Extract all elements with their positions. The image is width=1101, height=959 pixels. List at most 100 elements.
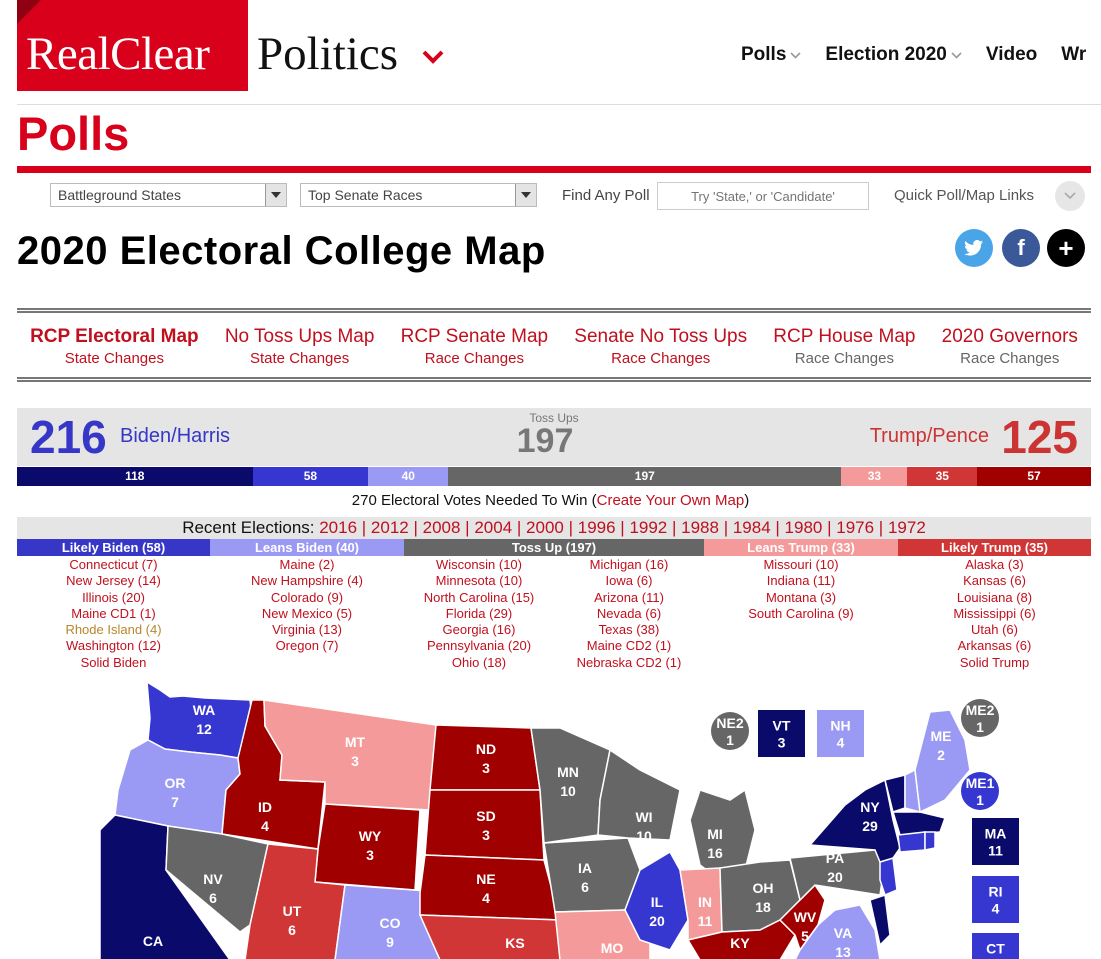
state-wa[interactable] bbox=[146, 680, 253, 759]
state-list-item[interactable]: Connecticut (7) bbox=[69, 557, 158, 572]
chevron-down-icon[interactable] bbox=[422, 48, 444, 66]
election-year-link[interactable]: 1976 bbox=[836, 518, 875, 537]
nav-polls[interactable]: Polls bbox=[741, 44, 801, 66]
subnav-rcp-electoral-map[interactable]: RCP Electoral Map State Changes bbox=[30, 326, 199, 367]
state-list-item[interactable]: Georgia (16) bbox=[442, 622, 516, 638]
state-ia[interactable] bbox=[543, 837, 641, 913]
election-year-link[interactable]: 1984 bbox=[732, 518, 771, 537]
state-list-item[interactable]: Missouri (10) bbox=[763, 557, 839, 572]
state-list-item[interactable]: Pennsylvania (20) bbox=[426, 638, 532, 654]
logo-text-right[interactable]: Politics bbox=[257, 28, 399, 80]
state-list-item[interactable]: Maine CD1 (1) bbox=[71, 605, 156, 621]
district-box-ne2[interactable] bbox=[711, 712, 749, 750]
more-share-button[interactable]: + bbox=[1047, 229, 1085, 267]
election-year-link[interactable]: 1988 bbox=[681, 518, 719, 537]
district-box-ri[interactable] bbox=[972, 876, 1019, 923]
state-list-item[interactable]: Texas (38) bbox=[598, 622, 660, 638]
election-year-link[interactable]: 2008 bbox=[422, 518, 461, 537]
state-list-item[interactable]: South Carolina (9) bbox=[748, 605, 854, 621]
subnav-sub[interactable]: Race Changes bbox=[424, 350, 524, 367]
election-year-link[interactable]: 2016 bbox=[319, 518, 358, 537]
state-ne[interactable] bbox=[419, 854, 561, 921]
state-list-item[interactable]: Wisconsin (10) bbox=[436, 557, 522, 572]
election-year-link[interactable]: 1996 bbox=[577, 518, 616, 537]
state-list-item[interactable]: New Jersey (14) bbox=[66, 573, 161, 589]
subnav-no-toss-ups-map[interactable]: No Toss Ups Map State Changes bbox=[225, 326, 375, 367]
subnav-sub[interactable]: Race Changes bbox=[611, 350, 711, 367]
state-ks[interactable] bbox=[418, 914, 566, 959]
twitter-share-button[interactable] bbox=[955, 229, 993, 267]
election-year-link[interactable]: 2000 bbox=[526, 518, 564, 537]
quick-links-toggle[interactable] bbox=[1055, 181, 1085, 211]
subnav-sub[interactable]: State Changes bbox=[250, 350, 350, 367]
nav-video[interactable]: Video bbox=[986, 44, 1037, 66]
state-list-item[interactable]: Arizona (11) bbox=[594, 589, 664, 605]
state-list-item[interactable]: Montana (3) bbox=[765, 589, 837, 605]
state-list-item[interactable]: Washington (12) bbox=[66, 638, 161, 654]
state-ri-map[interactable] bbox=[924, 831, 936, 851]
create-your-own-map-link[interactable]: Create Your Own Map bbox=[596, 492, 745, 509]
state-list-item[interactable]: Solid Biden bbox=[80, 654, 147, 670]
nav-writers[interactable]: Wr bbox=[1061, 44, 1086, 66]
state-list-item[interactable]: Kansas (6) bbox=[963, 573, 1026, 589]
subnav-sub[interactable]: Race Changes bbox=[794, 350, 894, 367]
state-list-item[interactable]: Rhode Island (4) bbox=[65, 622, 162, 638]
district-box-me2[interactable] bbox=[961, 699, 999, 737]
state-ma-map[interactable] bbox=[891, 811, 946, 836]
district-box-ma[interactable] bbox=[972, 818, 1019, 865]
state-va[interactable] bbox=[794, 904, 881, 959]
state-list-item[interactable]: Nevada (6) bbox=[596, 605, 662, 621]
election-year-link[interactable]: 1972 bbox=[887, 518, 926, 537]
subnav-rcp-senate-map[interactable]: RCP Senate Map Race Changes bbox=[401, 326, 549, 367]
facebook-share-button[interactable]: f bbox=[1002, 229, 1040, 267]
subnav-sub[interactable]: Race Changes bbox=[960, 350, 1060, 367]
election-year-link[interactable]: 1992 bbox=[629, 518, 668, 537]
state-list-item[interactable]: Mississippi (6) bbox=[953, 605, 1036, 621]
state-list-item[interactable]: New Mexico (5) bbox=[261, 605, 353, 621]
state-me[interactable] bbox=[914, 709, 971, 814]
state-list-item[interactable]: Virginia (13) bbox=[272, 622, 342, 638]
state-list-item[interactable]: Solid Trump bbox=[959, 654, 1030, 670]
subnav-2020-governors[interactable]: 2020 Governors Race Changes bbox=[942, 326, 1078, 367]
state-list-item[interactable]: Illinois (20) bbox=[82, 589, 145, 605]
district-box-ct[interactable] bbox=[972, 933, 1019, 959]
state-list-item[interactable]: Colorado (9) bbox=[270, 589, 344, 605]
state-list-item[interactable]: Alaska (3) bbox=[965, 557, 1024, 572]
state-list-item[interactable]: Maine (2) bbox=[279, 557, 335, 572]
state-ny[interactable] bbox=[808, 778, 901, 863]
state-nj[interactable] bbox=[879, 857, 898, 897]
nav-election-2020[interactable]: Election 2020 bbox=[825, 44, 962, 66]
election-year-link[interactable]: 1980 bbox=[784, 518, 823, 537]
state-list-item[interactable]: Ohio (18) bbox=[451, 654, 507, 670]
state-mo[interactable] bbox=[554, 909, 651, 959]
state-nd[interactable] bbox=[429, 724, 541, 791]
state-list-item[interactable]: Maine CD2 (1) bbox=[586, 638, 672, 654]
district-box-nh[interactable] bbox=[817, 710, 864, 757]
logo[interactable] bbox=[17, 0, 248, 91]
state-list-item[interactable]: New Hampshire (4) bbox=[251, 573, 363, 589]
state-list-item[interactable]: Indiana (11) bbox=[766, 573, 836, 589]
state-list-item[interactable]: Florida (29) bbox=[445, 605, 513, 621]
election-year-link[interactable]: 2004 bbox=[474, 518, 513, 537]
subnav-senate-no-toss-ups[interactable]: Senate No Toss Ups Race Changes bbox=[574, 326, 747, 367]
election-year-link[interactable]: 2012 bbox=[370, 518, 409, 537]
state-wi[interactable] bbox=[597, 748, 681, 841]
state-list-item[interactable]: Minnesota (10) bbox=[435, 573, 523, 589]
subnav-sub[interactable]: State Changes bbox=[64, 350, 164, 367]
poll-search-input[interactable] bbox=[657, 182, 869, 210]
battleground-select[interactable]: Battleground States bbox=[50, 183, 287, 207]
state-list-item[interactable]: Louisiana (8) bbox=[956, 589, 1033, 605]
senate-select[interactable]: Top Senate Races bbox=[300, 183, 537, 207]
subnav-rcp-house-map[interactable]: RCP House Map Race Changes bbox=[773, 326, 915, 367]
district-box-vt[interactable] bbox=[758, 710, 805, 757]
state-list-item[interactable]: North Carolina (15) bbox=[423, 589, 535, 605]
district-box-me1[interactable] bbox=[961, 772, 999, 810]
state-sd[interactable] bbox=[424, 789, 545, 861]
state-list-item[interactable]: Utah (6) bbox=[971, 622, 1018, 638]
state-list-item[interactable]: Oregon (7) bbox=[275, 638, 339, 654]
state-list-item[interactable]: Arkansas (6) bbox=[957, 638, 1032, 654]
state-ct-map[interactable] bbox=[897, 831, 926, 853]
state-list-item[interactable]: Nebraska CD2 (1) bbox=[576, 654, 682, 670]
state-list-item[interactable]: Michigan (16) bbox=[589, 557, 669, 572]
state-il[interactable] bbox=[624, 850, 689, 951]
